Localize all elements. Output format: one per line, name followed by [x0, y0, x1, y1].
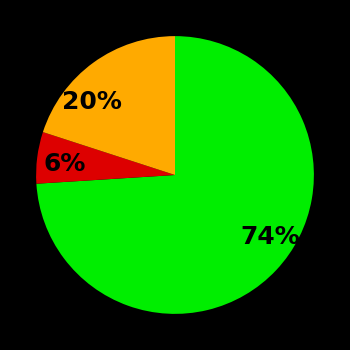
Text: 20%: 20%	[62, 90, 122, 114]
Wedge shape	[43, 36, 175, 175]
Wedge shape	[36, 132, 175, 184]
Text: 74%: 74%	[241, 225, 301, 249]
Wedge shape	[36, 36, 314, 314]
Text: 6%: 6%	[43, 152, 85, 176]
